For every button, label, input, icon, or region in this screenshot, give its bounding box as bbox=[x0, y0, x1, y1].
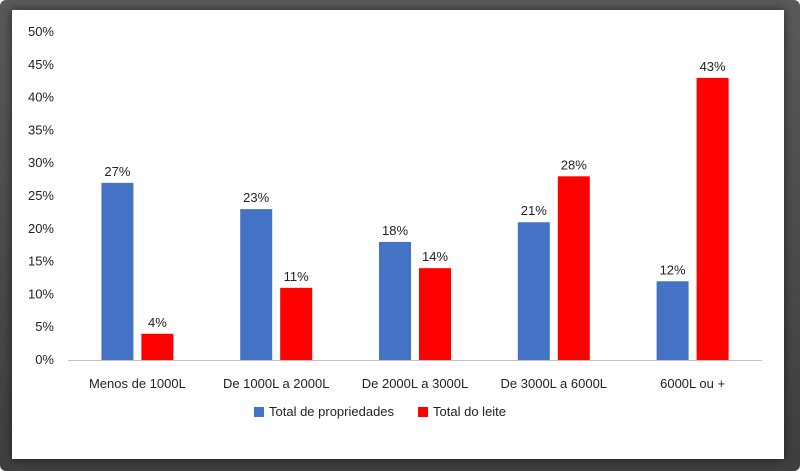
x-category-label: 6000L ou + bbox=[660, 376, 725, 391]
bar bbox=[517, 222, 550, 360]
chart-panel bbox=[12, 10, 784, 459]
y-tick-label: 40% bbox=[28, 90, 54, 105]
legend: Total de propriedades Total do leite bbox=[254, 404, 506, 419]
bar bbox=[101, 182, 134, 360]
bars bbox=[101, 77, 729, 361]
bar bbox=[141, 333, 174, 360]
y-tick-label: 30% bbox=[28, 155, 54, 170]
bar bbox=[656, 281, 689, 360]
bar bbox=[557, 176, 590, 360]
y-tick-label: 20% bbox=[28, 221, 54, 236]
data-label: 28% bbox=[561, 157, 587, 172]
y-tick-label: 50% bbox=[28, 24, 54, 39]
y-tick-label: 45% bbox=[28, 57, 54, 72]
legend-swatch bbox=[254, 407, 264, 417]
data-label: 14% bbox=[422, 249, 448, 264]
x-category-label: De 3000L a 6000L bbox=[501, 376, 608, 391]
x-category-label: De 1000L a 2000L bbox=[223, 376, 330, 391]
y-axis: 0% 5% 10% 15% 20% 25% 30% 35% 40% 45% 50% bbox=[28, 24, 54, 367]
y-tick-label: 35% bbox=[28, 122, 54, 137]
x-category-label: Menos de 1000L bbox=[89, 376, 186, 391]
data-label: 11% bbox=[284, 269, 309, 284]
y-tick-label: 0% bbox=[35, 352, 54, 367]
bar bbox=[240, 209, 273, 360]
x-category-label: De 2000L a 3000L bbox=[362, 376, 469, 391]
category-labels: Menos de 1000L De 1000L a 2000L De 2000L a… bbox=[89, 376, 725, 391]
legend-label: Total do leite bbox=[433, 404, 506, 419]
data-label: 12% bbox=[660, 262, 686, 277]
data-label: 43% bbox=[700, 59, 726, 74]
legend-swatch bbox=[418, 407, 429, 417]
legend-label: Total de propriedades bbox=[269, 404, 395, 419]
y-tick-label: 10% bbox=[28, 286, 54, 301]
data-label: 18% bbox=[382, 223, 408, 238]
bar bbox=[379, 241, 411, 360]
data-labels: 27% 4% 23% 11% 18% 14% 21% 28% 12% 43% bbox=[104, 59, 726, 330]
data-label: 27% bbox=[104, 164, 130, 179]
data-label: 21% bbox=[521, 203, 547, 218]
bar bbox=[419, 268, 451, 360]
bar bbox=[696, 77, 729, 361]
y-tick-label: 5% bbox=[35, 319, 54, 334]
data-label: 4% bbox=[148, 315, 167, 330]
y-tick-label: 25% bbox=[28, 188, 54, 203]
y-tick-label: 15% bbox=[28, 254, 54, 269]
bar bbox=[280, 287, 313, 360]
data-label: 23% bbox=[243, 190, 269, 205]
